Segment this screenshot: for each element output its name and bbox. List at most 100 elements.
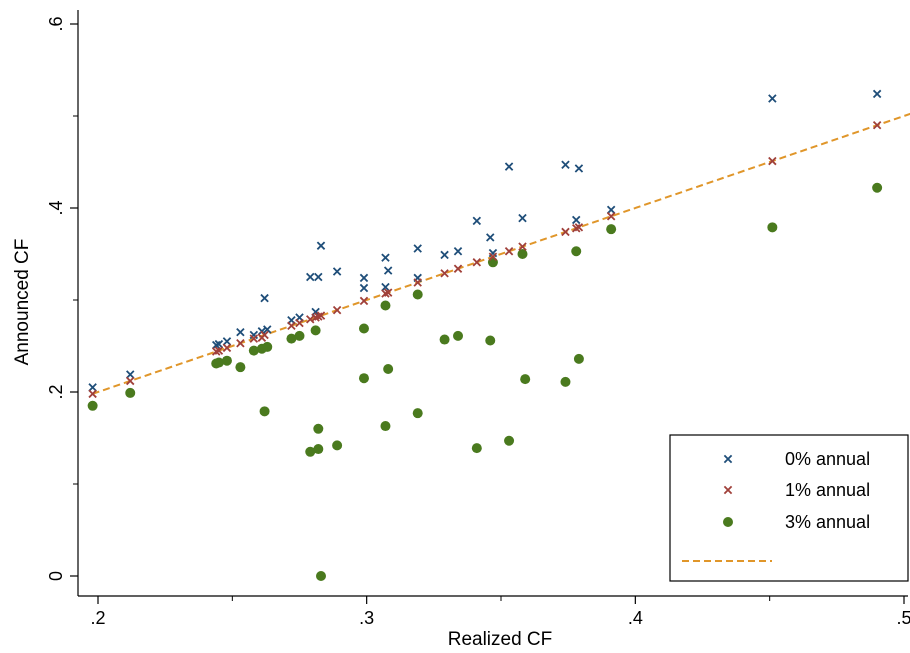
point-0pct xyxy=(359,273,369,283)
point-0pct xyxy=(381,253,390,262)
point-0pct xyxy=(504,162,514,171)
point-1pct xyxy=(249,334,259,343)
point-3pct xyxy=(310,325,321,336)
point-0pct xyxy=(263,325,272,334)
point-3pct xyxy=(313,423,324,434)
point-1pct xyxy=(222,343,232,353)
point-3pct xyxy=(125,387,136,398)
point-0pct xyxy=(472,216,482,226)
point-3pct xyxy=(412,408,423,419)
point-3pct xyxy=(313,444,324,455)
point-0pct xyxy=(332,267,342,276)
point-0pct xyxy=(574,164,584,173)
point-0pct xyxy=(872,89,882,99)
point-1pct xyxy=(561,227,570,237)
point-3pct xyxy=(412,289,423,300)
point-3pct xyxy=(573,353,584,364)
point-3pct xyxy=(235,362,246,373)
point-0pct xyxy=(486,233,495,242)
point-0pct xyxy=(126,370,135,379)
x-tick-label: .4 xyxy=(628,608,643,628)
point-3pct xyxy=(358,373,369,384)
point-1pct xyxy=(518,242,527,251)
point-1pct xyxy=(306,315,315,324)
point-1pct xyxy=(359,296,369,306)
fit-line-layer xyxy=(92,112,910,395)
point-3pct xyxy=(487,257,498,268)
legend-marker xyxy=(723,485,733,495)
point-0pct xyxy=(561,160,570,169)
point-1pct xyxy=(236,339,245,348)
point-0pct xyxy=(306,272,315,282)
legend: 0% annual 1% annual 3% annual xyxy=(669,434,909,582)
point-3pct xyxy=(606,224,617,235)
point-3pct xyxy=(471,443,482,454)
point-3pct xyxy=(520,374,531,385)
point-1pct xyxy=(260,330,269,340)
point-3pct xyxy=(767,222,778,233)
point-3pct xyxy=(286,333,297,344)
point-3pct xyxy=(485,335,496,346)
point-3pct xyxy=(872,182,883,193)
point-0pct xyxy=(236,327,245,337)
point-1pct xyxy=(214,346,224,355)
point-1pct xyxy=(413,278,422,287)
y-tick-label: .2 xyxy=(46,384,66,399)
point-3pct xyxy=(305,446,316,457)
axes: .2 .3 .4 .5 0 .2 .4 .6 xyxy=(46,10,910,628)
point-0pct xyxy=(453,247,463,256)
point-0pct xyxy=(88,383,97,392)
point-0pct xyxy=(768,94,777,103)
point-0pct xyxy=(314,272,323,282)
x-tick-label: .3 xyxy=(359,608,374,628)
point-1pct xyxy=(872,120,882,130)
x-tick-label: .5 xyxy=(896,608,910,628)
point-1pct xyxy=(126,376,135,386)
legend-box xyxy=(669,434,909,582)
point-3pct xyxy=(221,355,232,366)
point-0pct xyxy=(606,205,616,215)
point-1pct xyxy=(316,311,326,320)
point-0pct xyxy=(383,266,393,275)
legend-label: 3% annual xyxy=(785,512,870,532)
fit-line xyxy=(92,112,910,395)
point-0pct xyxy=(381,282,390,292)
point-3pct xyxy=(294,330,305,341)
point-3pct xyxy=(87,400,98,411)
legend-marker xyxy=(723,454,733,464)
point-3pct xyxy=(380,421,391,432)
point-3pct xyxy=(504,435,515,446)
point-3pct xyxy=(358,323,369,334)
point-0pct xyxy=(214,339,224,349)
point-3pct xyxy=(213,357,224,368)
point-3pct xyxy=(262,341,273,352)
legend-label: 0% annual xyxy=(785,449,870,469)
point-1pct xyxy=(472,258,482,267)
point-1pct xyxy=(295,318,304,328)
point-3pct xyxy=(571,246,582,257)
y-tick-label: .6 xyxy=(46,16,66,31)
point-0pct xyxy=(316,241,326,250)
point-0pct xyxy=(440,250,449,260)
point-1pct xyxy=(383,288,393,297)
legend-label: 1% annual xyxy=(785,480,870,500)
y-tick-label: .4 xyxy=(46,200,66,215)
point-0pct xyxy=(222,337,232,346)
point-1pct xyxy=(768,156,777,166)
point-1pct xyxy=(440,269,449,278)
point-3pct xyxy=(383,364,394,374)
point-3pct xyxy=(517,249,528,259)
point-3pct xyxy=(380,300,391,311)
point-1pct xyxy=(488,252,498,261)
point-1pct xyxy=(453,264,463,273)
point-1pct xyxy=(504,247,514,256)
point-1pct xyxy=(332,305,342,315)
points-layer xyxy=(87,89,883,581)
x-axis-title: Realized CF xyxy=(448,629,553,650)
y-axis-title: Announced CF xyxy=(12,239,33,366)
point-3pct xyxy=(560,376,571,387)
legend-marker-3pct xyxy=(723,517,733,527)
point-3pct xyxy=(332,440,343,451)
point-3pct xyxy=(259,406,270,417)
